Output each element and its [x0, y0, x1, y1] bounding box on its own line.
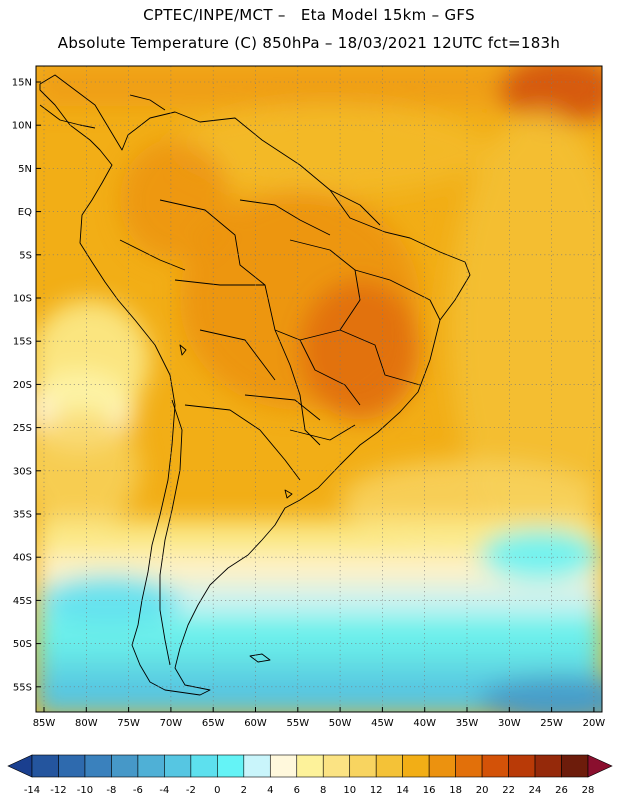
lon-label: 40W [413, 718, 436, 729]
colorbar-label: 10 [343, 785, 356, 796]
colorbar-swatch [296, 754, 324, 778]
colorbar-label: 18 [449, 785, 462, 796]
lat-label: 45S [13, 596, 32, 607]
lon-label: 25W [540, 718, 563, 729]
lon-label: 70W [160, 718, 183, 729]
colorbar-label: -14 [24, 785, 40, 796]
colorbar-label: -2 [186, 785, 196, 796]
colorbar-swatch [111, 754, 139, 778]
colorbar-swatch [534, 754, 562, 778]
colorbar-label: 6 [294, 785, 300, 796]
lat-label: 40S [13, 553, 32, 564]
colorbar-swatch [455, 754, 483, 778]
colorbar-label: 2 [241, 785, 247, 796]
lon-label: 85W [33, 718, 56, 729]
lon-label: 35W [456, 718, 479, 729]
latitude-axis: 15N 10N 5N EQ 5S 10S 15S 20S 25S 30S 35S 40S 45S 50S 5… [12, 78, 41, 693]
colorbar-swatch [190, 754, 218, 778]
lon-label: 45W [371, 718, 394, 729]
chart-title-line2: Absolute Temperature (C) 850hPa – 18/03/… [57, 34, 561, 52]
colorbar-label: 4 [267, 785, 273, 796]
colorbar-swatch [322, 754, 351, 778]
colorbar-swatch [561, 754, 589, 778]
colorbar-label: 24 [529, 785, 542, 796]
colorbar-swatch [84, 754, 112, 778]
colorbar-swatch [508, 754, 536, 778]
colorbar-label: 8 [320, 785, 326, 796]
colorbar: -14 -12 -10 -8 -6 -4 -2 0 2 4 6 8 10 12 14 16 18 20 22 24 26… [7, 754, 613, 796]
colorbar-label: 14 [396, 785, 409, 796]
lat-label: 55S [13, 682, 32, 693]
colorbar-label: -6 [133, 785, 143, 796]
colorbar-label: 12 [370, 785, 383, 796]
colorbar-max-arrow [587, 754, 613, 778]
lon-label: 60W [244, 718, 267, 729]
colorbar-label: 20 [476, 785, 489, 796]
lon-label: 30W [498, 718, 521, 729]
colorbar-label: 28 [582, 785, 595, 796]
lat-label: 10S [13, 294, 32, 305]
lat-label: 50S [13, 639, 32, 650]
lat-label: 5N [18, 164, 32, 175]
lon-label: 65W [202, 718, 225, 729]
colorbar-label: -8 [106, 785, 116, 796]
colorbar-min-arrow [7, 754, 33, 778]
colorbar-swatch [481, 754, 509, 778]
colorbar-swatch [137, 754, 165, 778]
colorbar-swatch [375, 754, 403, 778]
country-boundaries [39, 74, 471, 696]
colorbar-label: -10 [77, 785, 93, 796]
lat-label: EQ [18, 207, 32, 218]
lat-label: 15N [12, 78, 32, 89]
colorbar-swatch [164, 754, 192, 778]
chart-title-line1: CPTEC/INPE/MCT – Eta Model 15km – GFS [143, 6, 475, 24]
colorbar-label: 16 [423, 785, 436, 796]
colorbar-label: -12 [50, 785, 66, 796]
colorbar-swatch [428, 754, 456, 778]
colorbar-label: 26 [555, 785, 568, 796]
colorbar-label: 22 [502, 785, 515, 796]
colorbar-swatch [31, 754, 59, 778]
colorbar-label: 0 [214, 785, 220, 796]
lon-label: 80W [75, 718, 98, 729]
lat-label: 25S [13, 423, 32, 434]
colorbar-swatch [58, 754, 86, 778]
lat-label: 5S [19, 250, 32, 261]
lat-label: 15S [13, 337, 32, 348]
lat-label: 35S [13, 510, 32, 521]
lat-lon-grid [36, 66, 602, 712]
longitude-axis: 85W 80W 75W 70W 65W 60W 55W 50W 45W 40W 35W 30W 25W 2… [33, 707, 606, 729]
temperature-field [36, 66, 602, 712]
lon-label: 50W [329, 718, 352, 729]
lat-label: 30S [13, 466, 32, 477]
lat-label: 20S [13, 380, 32, 391]
colorbar-label: -4 [159, 785, 169, 796]
lon-label: 55W [286, 718, 309, 729]
colorbar-swatch [349, 754, 377, 778]
lon-label: 20W [583, 718, 606, 729]
plot-frame [35, 65, 603, 713]
colorbar-swatch [269, 754, 298, 778]
lat-label: 10N [12, 121, 32, 132]
lon-label: 75W [117, 718, 140, 729]
colorbar-swatch [402, 754, 430, 778]
colorbar-swatch [217, 754, 245, 778]
colorbar-swatch [243, 754, 271, 778]
